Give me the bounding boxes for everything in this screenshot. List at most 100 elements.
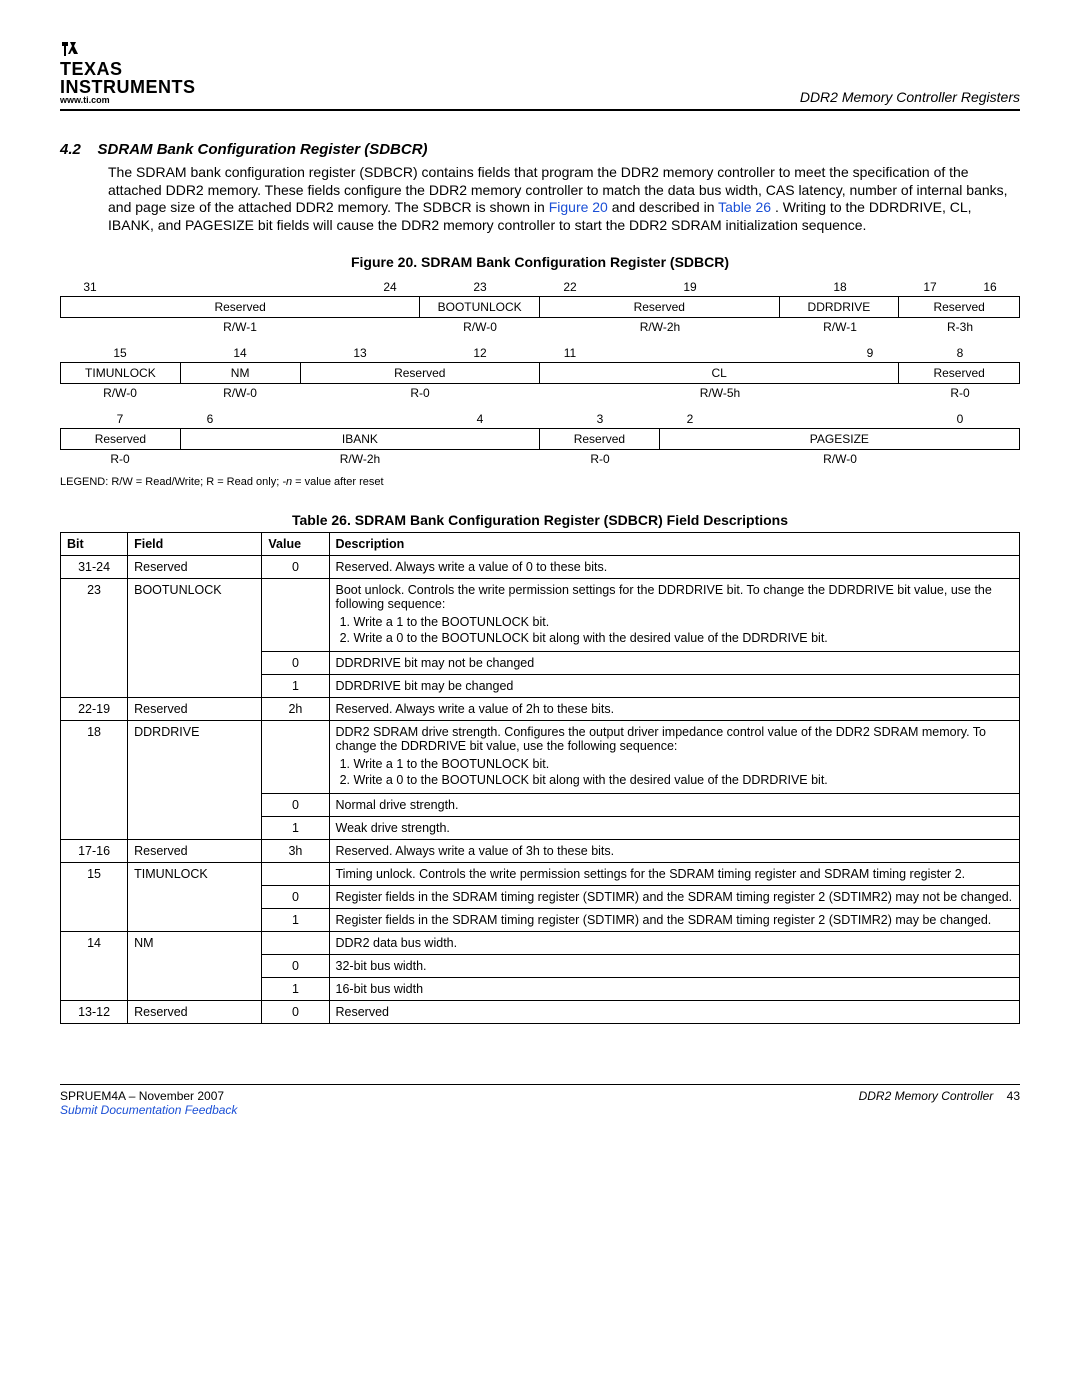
bit-number: 19 xyxy=(600,278,780,296)
description-cell: Normal drive strength. xyxy=(329,794,1020,817)
description-cell: Register fields in the SDRAM timing regi… xyxy=(329,886,1020,909)
description-cell: Reserved xyxy=(329,1001,1020,1024)
bit-number: 22 xyxy=(540,278,600,296)
field-mode: R/W-0 xyxy=(180,384,300,402)
field-mode: R-0 xyxy=(60,450,180,468)
bit-cell: 18 xyxy=(61,721,128,840)
register-field: Reserved xyxy=(540,429,660,449)
field-cell: NM xyxy=(128,932,262,1001)
value-cell xyxy=(262,863,329,886)
field-mode: R-3h xyxy=(900,318,1020,336)
register-field: Reserved xyxy=(899,297,1019,317)
field-mode: R/W-2h xyxy=(540,318,780,336)
value-cell: 1 xyxy=(262,817,329,840)
bit-cell: 13-12 xyxy=(61,1001,128,1024)
register-field: Reserved xyxy=(61,429,181,449)
field-cell: BOOTUNLOCK xyxy=(128,579,262,698)
bit-number: 11 xyxy=(540,344,600,362)
bit-number: 14 xyxy=(180,344,300,362)
register-field: PAGESIZE xyxy=(660,429,1019,449)
field-cell: TIMUNLOCK xyxy=(128,863,262,932)
page-footer: SPRUEM4A – November 2007 DDR2 Memory Con… xyxy=(60,1084,1020,1103)
bit-number: 7 xyxy=(60,410,180,428)
table-row: 31-24Reserved0Reserved. Always write a v… xyxy=(61,556,1020,579)
table-row: 14NMDDR2 data bus width. xyxy=(61,932,1020,955)
logo-bottom: INSTRUMENTS xyxy=(60,78,196,96)
field-cell: Reserved xyxy=(128,840,262,863)
bit-number: 3 xyxy=(540,410,660,428)
doc-id: SPRUEM4A – November 2007 xyxy=(60,1089,224,1103)
description-cell: 32-bit bus width. xyxy=(329,955,1020,978)
list-item: Write a 0 to the BOOTUNLOCK bit along wi… xyxy=(354,773,1014,787)
bit-number: 23 xyxy=(420,278,540,296)
list-item: Write a 0 to the BOOTUNLOCK bit along wi… xyxy=(354,631,1014,645)
register-field: Reserved xyxy=(301,363,541,383)
register-field: Reserved xyxy=(540,297,780,317)
register-field: TIMUNLOCK xyxy=(61,363,181,383)
bit-number: 15 xyxy=(60,344,180,362)
field-cell: DDRDRIVE xyxy=(128,721,262,840)
register-field: IBANK xyxy=(181,429,540,449)
table-link[interactable]: Table 26 xyxy=(718,199,771,215)
value-cell xyxy=(262,579,329,652)
description-cell: Register fields in the SDRAM timing regi… xyxy=(329,909,1020,932)
bit-number xyxy=(240,410,420,428)
description-cell: Timing unlock. Controls the write permis… xyxy=(329,863,1020,886)
value-cell: 0 xyxy=(262,652,329,675)
bit-number: 8 xyxy=(900,344,1020,362)
bit-cell: 31-24 xyxy=(61,556,128,579)
table-header: Description xyxy=(329,533,1020,556)
bit-number: 9 xyxy=(840,344,900,362)
field-mode: R/W-1 xyxy=(780,318,900,336)
value-cell xyxy=(262,932,329,955)
figure-link[interactable]: Figure 20 xyxy=(549,199,608,215)
field-mode: R/W-2h xyxy=(180,450,540,468)
section-title: SDRAM Bank Configuration Register (SDBCR… xyxy=(98,141,428,158)
para-text: and described in xyxy=(612,199,718,215)
bit-cell: 15 xyxy=(61,863,128,932)
table-caption: Table 26. SDRAM Bank Configuration Regis… xyxy=(60,512,1020,528)
field-mode: R/W-0 xyxy=(60,384,180,402)
value-cell: 3h xyxy=(262,840,329,863)
field-cell: Reserved xyxy=(128,556,262,579)
value-cell: 0 xyxy=(262,886,329,909)
value-cell: 0 xyxy=(262,955,329,978)
description-cell: DDR2 data bus width. xyxy=(329,932,1020,955)
logo-block: TEXAS INSTRUMENTS www.ti.com xyxy=(60,40,196,105)
bit-number: 4 xyxy=(420,410,540,428)
figure-caption: Figure 20. SDRAM Bank Configuration Regi… xyxy=(60,254,1020,270)
field-mode: R/W-5h xyxy=(540,384,900,402)
bit-cell: 23 xyxy=(61,579,128,698)
footer-right: DDR2 Memory Controller 43 xyxy=(859,1089,1020,1103)
description-cell: Reserved. Always write a value of 3h to … xyxy=(329,840,1020,863)
bit-number xyxy=(120,278,360,296)
table-header: Value xyxy=(262,533,329,556)
table-row: 23BOOTUNLOCKBoot unlock. Controls the wr… xyxy=(61,579,1020,652)
field-mode: R-0 xyxy=(300,384,540,402)
bit-cell: 22-19 xyxy=(61,698,128,721)
section-num: 4.2 xyxy=(60,141,81,158)
description-cell: Weak drive strength. xyxy=(329,817,1020,840)
description-cell: Boot unlock. Controls the write permissi… xyxy=(329,579,1020,652)
bit-number: 13 xyxy=(300,344,420,362)
chapter-title: DDR2 Memory Controller Registers xyxy=(800,89,1020,105)
field-mode: R/W-0 xyxy=(420,318,540,336)
bit-number: 6 xyxy=(180,410,240,428)
field-cell: Reserved xyxy=(128,1001,262,1024)
bit-number xyxy=(600,344,840,362)
bit-number: 18 xyxy=(780,278,900,296)
list-item: Write a 1 to the BOOTUNLOCK bit. xyxy=(354,757,1014,771)
description-cell: Reserved. Always write a value of 0 to t… xyxy=(329,556,1020,579)
description-cell: DDRDRIVE bit may be changed xyxy=(329,675,1020,698)
value-cell: 0 xyxy=(262,1001,329,1024)
description-cell: Reserved. Always write a value of 2h to … xyxy=(329,698,1020,721)
field-mode: R-0 xyxy=(900,384,1020,402)
feedback-link[interactable]: Submit Documentation Feedback xyxy=(60,1103,1020,1117)
bit-number: 31 xyxy=(60,278,120,296)
bit-number: 24 xyxy=(360,278,420,296)
value-cell: 2h xyxy=(262,698,329,721)
bit-cell: 14 xyxy=(61,932,128,1001)
bit-cell: 17-16 xyxy=(61,840,128,863)
value-cell: 1 xyxy=(262,978,329,1001)
table-row: 17-16Reserved3hReserved. Always write a … xyxy=(61,840,1020,863)
